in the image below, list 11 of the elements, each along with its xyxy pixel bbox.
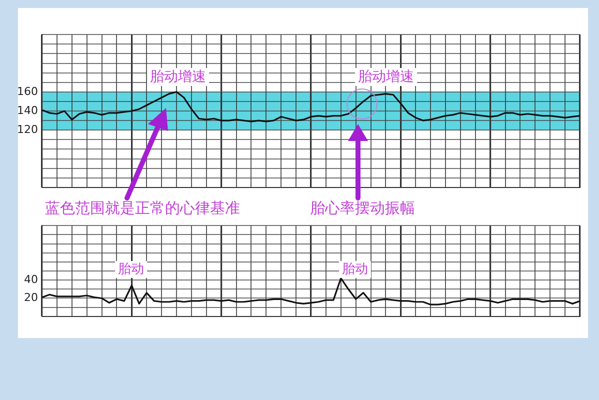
text: 胎心率摆动振幅 (307, 198, 418, 218)
text: 蓝色范围就是正常的心律基准 (42, 198, 243, 218)
y-tick-label: 160 (17, 84, 38, 98)
annotation: 胎动增速 (355, 68, 417, 86)
y-tick-label: 20 (24, 291, 38, 304)
y-tick-label: 140 (17, 104, 38, 117)
y-tick-label: 40 (24, 272, 38, 286)
y-tick-label: 120 (17, 122, 38, 136)
annotation: 胎动增速 (147, 68, 209, 86)
annotation: 胎动 (339, 261, 371, 278)
annotation: 胎动 (115, 261, 147, 278)
